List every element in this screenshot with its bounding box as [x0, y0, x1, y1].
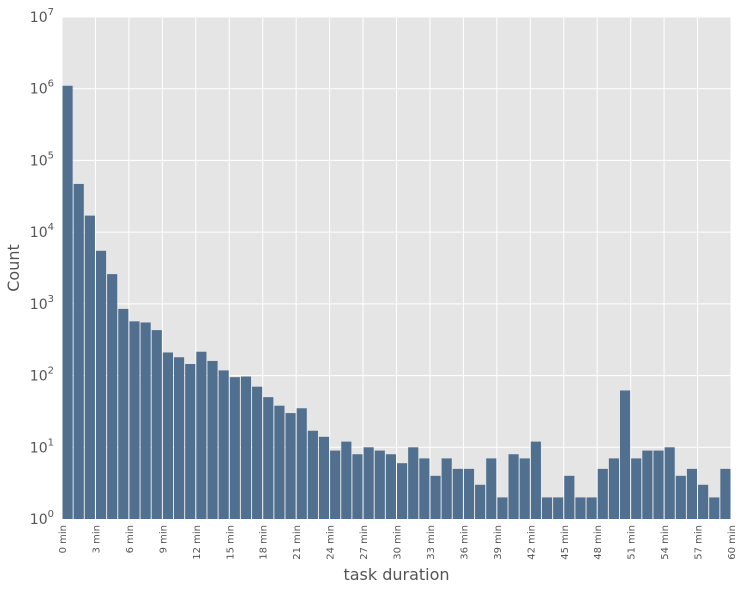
bar: [107, 274, 118, 519]
bar: [307, 430, 318, 519]
bar: [285, 413, 296, 519]
bar: [140, 322, 151, 519]
bar: [597, 468, 608, 519]
bar: [252, 386, 263, 519]
bar: [497, 497, 508, 519]
y-axis-ticks: 100 101 102 103 104 105 106 107: [30, 7, 54, 528]
x-tick-label: 60 min: [727, 525, 738, 560]
bar: [541, 497, 553, 519]
bar: [330, 450, 341, 519]
bar: [564, 475, 575, 519]
bar: [463, 468, 475, 519]
bar: [720, 468, 731, 519]
bar: [430, 475, 441, 519]
x-tick-label: 3 min: [91, 525, 102, 553]
bar: [653, 450, 664, 519]
x-tick-label: 57 min: [694, 525, 705, 560]
bar: [675, 475, 686, 519]
x-tick-label: 48 min: [593, 525, 604, 560]
x-tick-label: 0 min: [58, 525, 69, 553]
y-tick-label: 106: [30, 79, 54, 98]
bar: [341, 441, 352, 519]
bar: [207, 360, 218, 519]
bar: [73, 183, 84, 519]
x-axis-ticks: 0 min 3 min 6 min 9 min 12 min 15 min 18 min 21…: [58, 525, 738, 560]
bar: [586, 497, 597, 519]
x-tick-label: 6 min: [125, 525, 136, 553]
bar: [229, 377, 240, 519]
x-tick-label: 18 min: [259, 525, 270, 560]
bars: [62, 85, 731, 519]
bar: [352, 454, 363, 519]
bar: [196, 351, 207, 519]
x-axis-title: task duration: [343, 565, 449, 584]
bar: [642, 450, 653, 519]
bar: [686, 468, 698, 519]
bar: [519, 458, 530, 519]
y-tick-label: 100: [30, 509, 54, 528]
bar: [296, 408, 307, 519]
x-tick-label: 42 min: [526, 525, 537, 560]
bar: [631, 458, 642, 519]
bar: [95, 250, 107, 519]
bar: [84, 215, 95, 519]
x-tick-label: 24 min: [326, 525, 337, 560]
y-tick-label: 104: [30, 222, 54, 241]
y-tick-label: 103: [30, 294, 54, 313]
bar: [408, 447, 419, 519]
x-tick-label: 39 min: [493, 525, 504, 560]
bar: [664, 447, 675, 519]
bar: [185, 363, 196, 519]
bar: [218, 370, 229, 519]
x-tick-label: 54 min: [660, 525, 671, 560]
bar: [698, 484, 709, 519]
bar: [240, 376, 252, 519]
bar: [174, 357, 185, 519]
x-tick-label: 21 min: [292, 525, 303, 560]
bar: [419, 458, 430, 519]
bar: [486, 458, 497, 519]
bar: [318, 436, 330, 519]
bar: [608, 458, 619, 519]
y-tick-label: 101: [30, 437, 54, 456]
bar: [508, 454, 519, 519]
bar: [129, 321, 140, 519]
x-tick-label: 51 min: [627, 525, 638, 560]
bar: [475, 484, 486, 519]
x-tick-label: 15 min: [225, 525, 236, 560]
x-tick-label: 36 min: [459, 525, 470, 560]
bar: [118, 308, 129, 519]
y-axis-title: Count: [4, 244, 23, 292]
x-tick-label: 45 min: [560, 525, 571, 560]
bar: [263, 397, 274, 519]
bar: [385, 454, 396, 519]
bar: [374, 450, 385, 519]
bar: [553, 497, 564, 519]
bar: [62, 85, 73, 519]
bar: [162, 352, 173, 519]
y-tick-label: 107: [30, 7, 54, 26]
bar: [575, 497, 586, 519]
bar: [363, 447, 374, 519]
bar: [151, 330, 162, 519]
x-tick-label: 33 min: [426, 525, 437, 560]
y-tick-label: 102: [30, 366, 54, 385]
x-tick-label: 9 min: [158, 525, 169, 553]
bar: [530, 441, 541, 519]
bar: [441, 458, 452, 519]
grid-lines: [61, 16, 732, 520]
x-tick-label: 27 min: [359, 525, 370, 560]
bar: [274, 405, 285, 519]
y-tick-label: 105: [30, 150, 54, 169]
bar: [452, 468, 463, 519]
x-tick-label: 12 min: [192, 525, 203, 560]
bar: [620, 390, 631, 519]
bar: [397, 463, 408, 519]
x-tick-label: 30 min: [393, 525, 404, 560]
bar: [709, 497, 720, 519]
